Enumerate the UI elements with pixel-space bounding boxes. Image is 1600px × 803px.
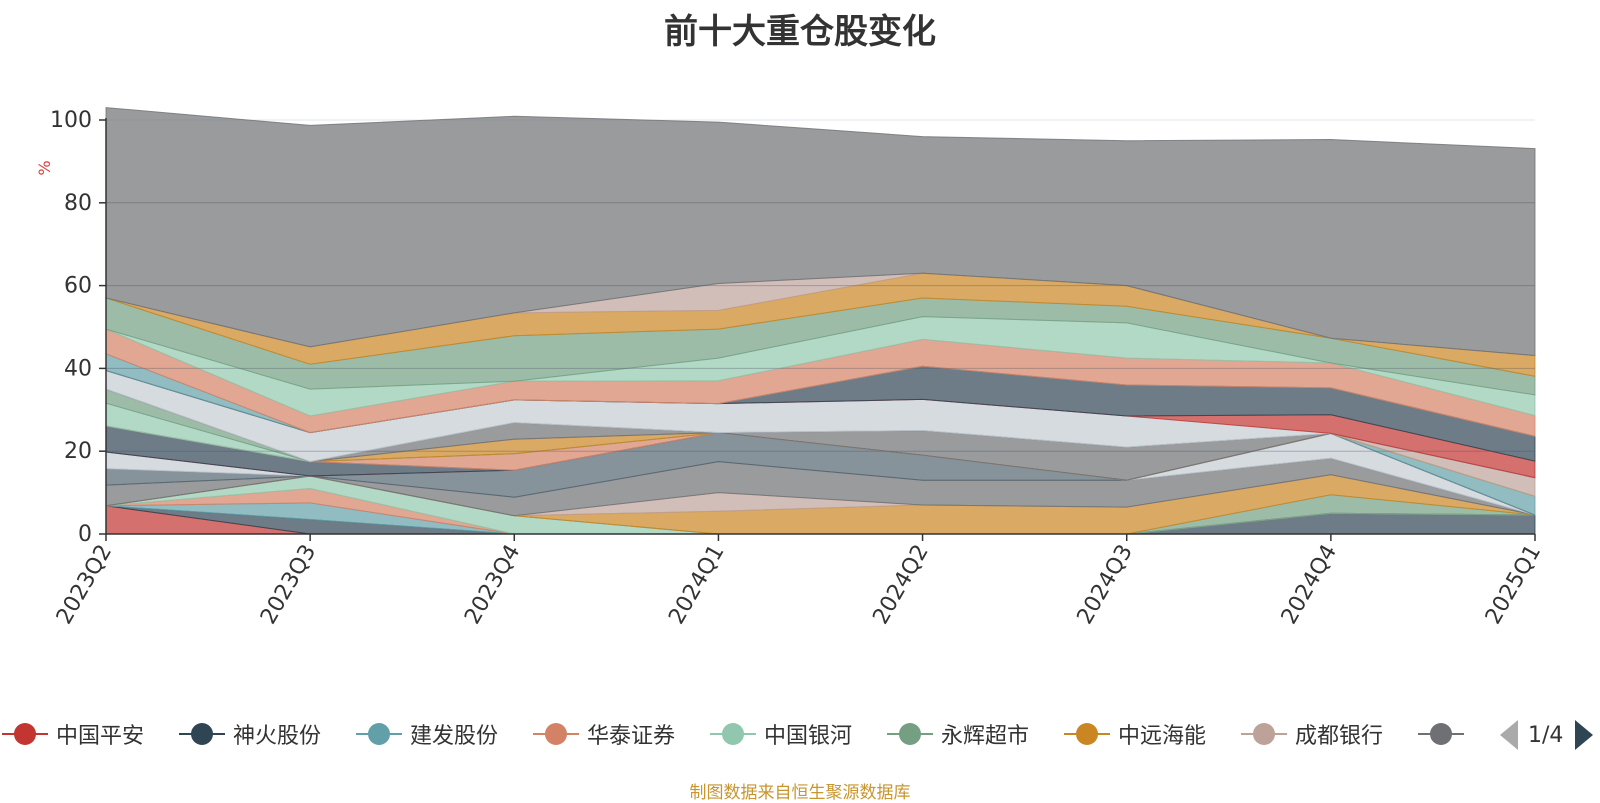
y-tick-label: 0 <box>78 522 92 547</box>
legend-page-indicator: 1/4 <box>1528 722 1564 748</box>
legend-marker-icon <box>356 722 402 746</box>
chart-title: 前十大重仓股变化 <box>664 12 936 52</box>
legend-label: 永辉超市 <box>941 724 1030 749</box>
legend-marker-icon <box>179 722 225 746</box>
legend-label: 成都银行 <box>1295 724 1384 749</box>
y-axis-label: % <box>35 160 54 175</box>
legend-item[interactable]: 成都银行 <box>1241 712 1383 756</box>
legend-label: 神火股份 <box>233 724 322 749</box>
x-tick-label: 2024Q2 <box>868 541 933 629</box>
y-tick-label: 80 <box>64 191 92 216</box>
legend-marker-icon <box>1241 722 1287 746</box>
legend-marker-icon <box>533 722 579 746</box>
x-tick-label: 2024Q3 <box>1073 541 1138 629</box>
legend-next-page-icon[interactable] <box>1575 720 1594 750</box>
x-tick-label: 2023Q4 <box>460 541 525 629</box>
area-layer <box>105 107 1536 535</box>
x-tick-label: 2023Q2 <box>52 541 117 629</box>
source-note: 制图数据来自恒生聚源数据库 <box>689 783 911 803</box>
legend-label: 建发股份 <box>410 724 499 749</box>
legend-marker-icon <box>887 722 933 746</box>
legend-label: 华泰证券 <box>587 724 676 749</box>
legend-label: 中国平安 <box>56 724 145 749</box>
legend-item[interactable]: 中国平安 <box>2 712 144 756</box>
legend: 中国平安 神火股份 建发股份 华泰证券 中国银河 永辉超市 中远海能 成都银行 三 <box>0 712 1600 756</box>
legend-item[interactable]: 中国银河 <box>710 712 852 756</box>
x-tick-label: 2023Q3 <box>256 541 321 629</box>
y-tick-label: 40 <box>64 356 92 381</box>
legend-marker-icon <box>2 722 48 746</box>
y-tick-label: 20 <box>64 439 92 464</box>
legend-item[interactable]: 中远海能 <box>1064 712 1206 756</box>
legend-item[interactable]: 神火股份 <box>179 712 321 756</box>
legend-item[interactable]: 华泰证券 <box>533 712 675 756</box>
legend-label: 中远海能 <box>1118 724 1207 749</box>
legend-marker-icon <box>1418 722 1464 746</box>
x-tick-label: 2024Q1 <box>664 541 729 629</box>
legend-item[interactable]: 三 <box>1418 712 1465 756</box>
legend-items: 中国平安 神火股份 建发股份 华泰证券 中国银河 永辉超市 中远海能 成都银行 三 <box>0 712 1465 756</box>
legend-pager: 1/4 <box>1500 718 1594 752</box>
legend-label: 中国银河 <box>764 724 853 749</box>
legend-marker-icon <box>1064 722 1110 746</box>
y-tick-label: 100 <box>50 108 92 133</box>
area-series <box>105 107 1536 357</box>
legend-item[interactable]: 永辉超市 <box>887 712 1029 756</box>
x-tick-label: 2024Q4 <box>1277 541 1342 629</box>
x-tick-label: 2025Q1 <box>1481 541 1546 629</box>
stacked-area-chart: 0 20 40 60 80 100% 2023Q2 2023Q3 2023Q4 2024Q1 202… <box>35 107 1546 629</box>
y-tick-label: 60 <box>64 274 92 299</box>
legend-item[interactable]: 建发股份 <box>356 712 498 756</box>
legend-prev-page-icon[interactable] <box>1500 720 1518 750</box>
legend-marker-icon <box>710 722 756 746</box>
